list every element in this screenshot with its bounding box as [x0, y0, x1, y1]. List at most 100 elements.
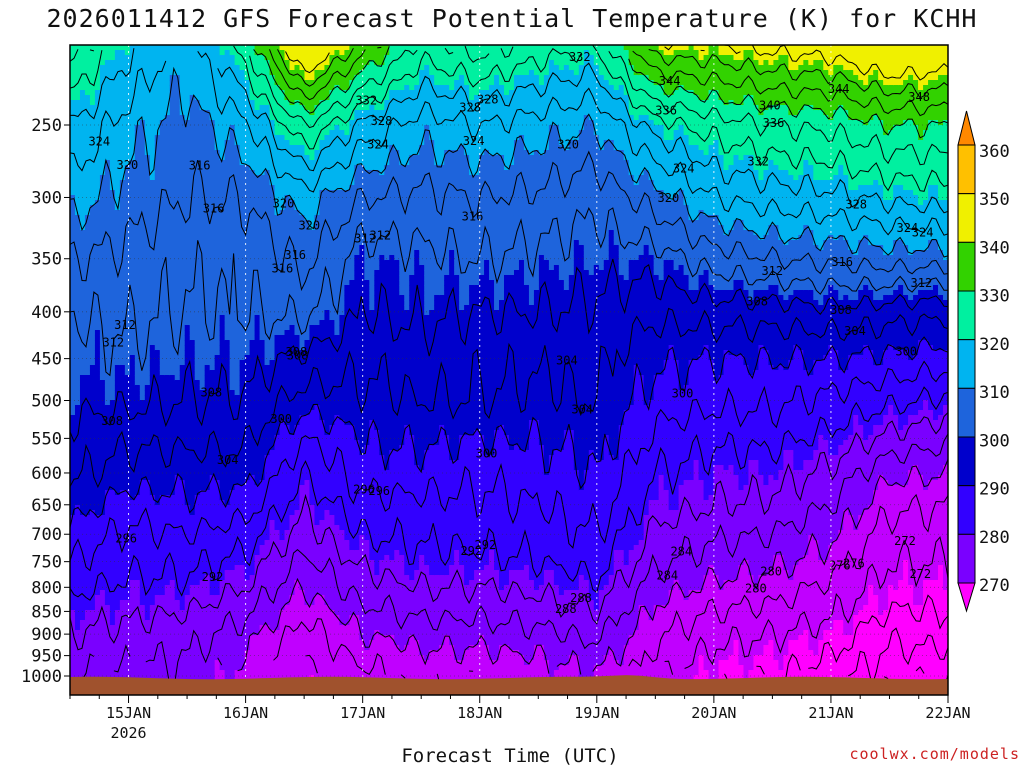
- field-cell: [129, 150, 136, 156]
- field-cell: [139, 180, 146, 186]
- field-cell: [124, 335, 131, 341]
- field-cell: [129, 600, 136, 606]
- field-cell: [194, 190, 201, 196]
- field-cell: [94, 440, 101, 446]
- field-cell: [204, 370, 211, 376]
- field-cell: [74, 245, 81, 251]
- field-cell: [189, 580, 196, 586]
- field-cell: [169, 530, 176, 536]
- field-cell: [129, 270, 136, 276]
- field-cell: [124, 310, 131, 316]
- field-cell: [99, 120, 106, 126]
- field-cell: [259, 275, 266, 281]
- field-cell: [89, 455, 96, 461]
- field-cell: [124, 195, 131, 201]
- field-cell: [144, 475, 151, 481]
- field-cell: [134, 250, 141, 256]
- field-cell: [124, 145, 131, 151]
- field-cell: [134, 595, 141, 601]
- field-cell: [124, 500, 131, 506]
- field-cell: [70, 415, 76, 421]
- field-cell: [229, 290, 236, 296]
- field-cell: [104, 455, 111, 461]
- field-cell: [179, 665, 186, 671]
- field-cell: [184, 70, 191, 76]
- field-cell: [94, 305, 101, 311]
- field-cell: [204, 465, 211, 471]
- field-cell: [209, 440, 216, 446]
- field-cell: [174, 195, 181, 201]
- field-cell: [239, 175, 246, 181]
- field-cell: [199, 335, 206, 341]
- field-cell: [70, 560, 76, 566]
- field-cell: [144, 275, 151, 281]
- field-cell: [119, 45, 126, 51]
- field-cell: [244, 605, 251, 611]
- field-cell: [70, 505, 76, 511]
- field-cell: [89, 615, 96, 621]
- field-cell: [70, 530, 76, 536]
- field-cell: [134, 465, 141, 471]
- field-cell: [204, 355, 211, 361]
- field-cell: [214, 145, 221, 151]
- field-cell: [219, 535, 226, 541]
- field-cell: [224, 120, 231, 126]
- field-cell: [214, 595, 221, 601]
- field-cell: [149, 590, 156, 596]
- field-cell: [169, 640, 176, 646]
- field-cell: [119, 410, 126, 416]
- field-cell: [189, 370, 196, 376]
- field-cell: [184, 455, 191, 461]
- field-cell: [149, 260, 156, 266]
- field-cell: [209, 70, 216, 76]
- field-cell: [179, 600, 186, 606]
- field-cell: [159, 220, 166, 226]
- field-cell: [149, 100, 156, 106]
- field-cell: [189, 75, 196, 81]
- field-cell: [234, 255, 241, 261]
- field-cell: [239, 575, 246, 581]
- field-cell: [254, 75, 261, 81]
- field-cell: [149, 595, 156, 601]
- field-cell: [234, 90, 241, 96]
- field-cell: [144, 560, 151, 566]
- field-cell: [179, 65, 186, 71]
- field-cell: [74, 90, 81, 96]
- field-cell: [194, 290, 201, 296]
- field-cell: [239, 245, 246, 251]
- field-cell: [109, 440, 116, 446]
- field-cell: [84, 430, 91, 436]
- field-cell: [239, 95, 246, 101]
- field-cell: [154, 95, 161, 101]
- field-cell: [74, 295, 81, 301]
- field-cell: [149, 170, 156, 176]
- field-cell: [79, 295, 86, 301]
- field-cell: [164, 605, 171, 611]
- field-cell: [174, 145, 181, 151]
- field-cell: [229, 70, 236, 76]
- field-cell: [204, 305, 211, 311]
- field-cell: [144, 215, 151, 221]
- field-cell: [164, 420, 171, 426]
- field-cell: [189, 335, 196, 341]
- field-cell: [99, 220, 106, 226]
- field-cell: [159, 675, 166, 681]
- field-cell: [169, 625, 176, 631]
- field-cell: [249, 160, 256, 166]
- field-cell: [124, 515, 131, 521]
- field-cell: [224, 215, 231, 221]
- field-cell: [104, 105, 111, 111]
- field-cell: [154, 660, 161, 666]
- field-cell: [149, 200, 156, 206]
- field-cell: [209, 545, 216, 551]
- field-cell: [224, 630, 231, 636]
- field-cell: [149, 285, 156, 291]
- field-cell: [99, 95, 106, 101]
- field-cell: [179, 120, 186, 126]
- field-cell: [219, 505, 226, 511]
- field-cell: [94, 605, 101, 611]
- field-cell: [214, 310, 221, 316]
- field-cell: [119, 320, 126, 326]
- field-cell: [124, 120, 131, 126]
- field-cell: [114, 585, 121, 591]
